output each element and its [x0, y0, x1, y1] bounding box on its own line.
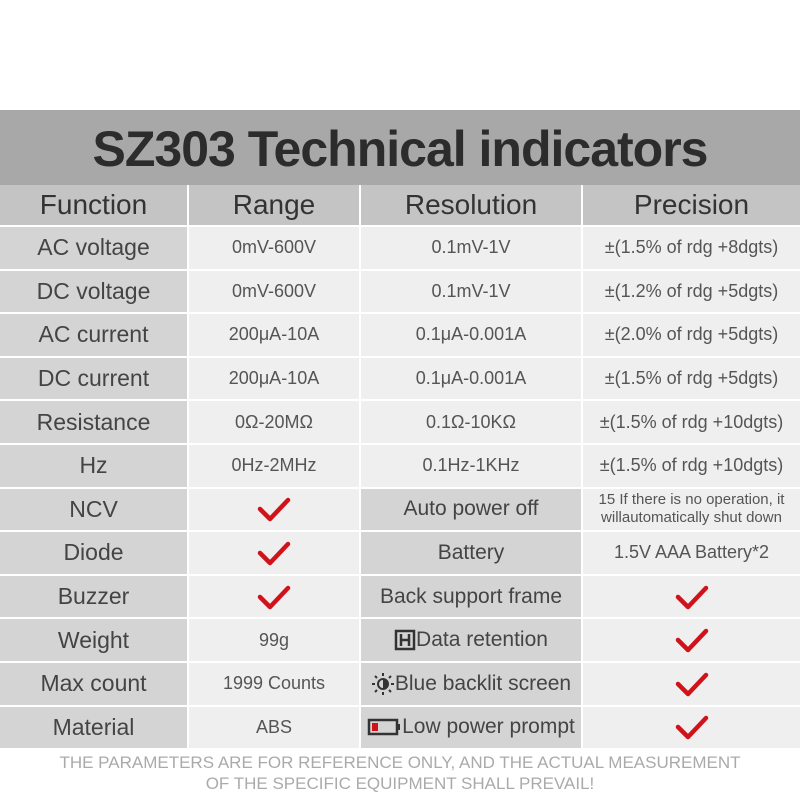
range-cell: 0mV-600V	[189, 270, 359, 313]
footer-line: OF THE SPECIFIC EQUIPMENT SHALL PREVAIL!	[205, 774, 595, 793]
spec-table: Function Range Resolution Precision AC volta…	[0, 185, 800, 749]
function-cell: Max count	[0, 662, 187, 705]
icon	[371, 672, 394, 695]
range-cell: 200μA-10A	[189, 357, 359, 400]
range-text: 0mV-600V	[231, 237, 317, 258]
function-cell: AC voltage	[0, 227, 187, 269]
resolution-text: 0.1Hz-1KHz	[422, 455, 520, 476]
function-cell: Hz	[0, 444, 187, 487]
range-cell: ABS	[189, 706, 359, 749]
resolution-text: Battery	[437, 540, 505, 564]
icon	[675, 672, 708, 696]
range-text: 1999 Counts	[222, 673, 326, 694]
precision-cell: ±(2.0% of rdg +5dgts)	[583, 314, 800, 356]
precision-cell: ±(1.5% of rdg +10dgts)	[583, 444, 800, 487]
function-cell: Diode	[0, 532, 187, 574]
precision-text: willautomatically shut down	[601, 509, 782, 527]
range-text: 0mV-600V	[231, 280, 317, 301]
resolution-cell: Auto power off	[361, 488, 581, 531]
precision-cell	[583, 575, 800, 618]
precision-text: 1.5V AAA Battery*2	[613, 542, 770, 563]
icon	[394, 629, 416, 651]
footer: THE PARAMETERS ARE FOR REFERENCE ONLY, A…	[0, 752, 800, 794]
range-cell: 0Hz-2MHz	[189, 444, 359, 487]
resolution-text: Blue backlit screen	[394, 671, 572, 695]
resolution-cell: 0.1mV-1V	[361, 270, 581, 313]
column-header: Precision	[583, 185, 800, 225]
resolution-cell: Battery	[361, 532, 581, 574]
range-cell: 200μA-10A	[189, 314, 359, 356]
precision-text: 15 If there is no operation, it	[598, 491, 785, 509]
precision-cell	[583, 706, 800, 749]
resolution-text: 0.1mV-1V	[431, 280, 511, 301]
function-cell: Material	[0, 706, 187, 749]
range-text: 200μA-10A	[228, 368, 320, 389]
precision-text: ±(1.5% of rdg +8dgts)	[604, 237, 779, 258]
precision-cell: ±(1.5% of rdg +8dgts)	[583, 227, 800, 269]
title-band	[0, 110, 800, 185]
range-text: 99g	[258, 629, 290, 650]
range-cell: 99g	[189, 619, 359, 661]
range-text: ABS	[255, 716, 293, 737]
resolution-cell: Data retention	[361, 619, 581, 661]
resolution-text: Low power prompt	[402, 715, 575, 739]
precision-cell	[583, 619, 800, 661]
resolution-cell: Blue backlit screen	[361, 662, 581, 705]
precision-cell: ±(1.5% of rdg +5dgts)	[583, 357, 800, 400]
range-text: 200μA-10A	[228, 324, 320, 345]
icon	[367, 719, 401, 736]
resolution-text: 0.1μA-0.001A	[415, 324, 527, 345]
function-cell: NCV	[0, 488, 187, 531]
function-cell: AC current	[0, 314, 187, 356]
icon	[675, 585, 708, 609]
function-cell: Resistance	[0, 401, 187, 443]
title: SZ303 Technical indicators	[92, 121, 709, 177]
icon	[257, 585, 291, 609]
function-cell: DC current	[0, 357, 187, 400]
precision-text: ±(1.2% of rdg +5dgts)	[604, 280, 779, 301]
range-text: 0Ω-20MΩ	[235, 411, 313, 432]
precision-cell	[583, 662, 800, 705]
resolution-text: 0.1mV-1V	[431, 237, 511, 258]
column-header: Range	[189, 185, 359, 225]
icon	[257, 541, 291, 566]
resolution-text: 0.1Ω-10KΩ	[426, 411, 516, 432]
precision-text: ±(1.5% of rdg +10dgts)	[599, 411, 784, 432]
resolution-cell: Back support frame	[361, 575, 581, 618]
range-text: 0Hz-2MHz	[231, 455, 317, 476]
function-cell: DC voltage	[0, 270, 187, 313]
function-cell: Buzzer	[0, 575, 187, 618]
precision-text: ±(1.5% of rdg +10dgts)	[599, 455, 784, 476]
resolution-cell: 0.1μA-0.001A	[361, 357, 581, 400]
footer-line: THE PARAMETERS ARE FOR REFERENCE ONLY, A…	[59, 753, 741, 772]
precision-text: ±(2.0% of rdg +5dgts)	[604, 324, 779, 345]
resolution-text: Data retention	[416, 628, 548, 652]
range-cell: 1999 Counts	[189, 662, 359, 705]
precision-cell: ±(1.2% of rdg +5dgts)	[583, 270, 800, 313]
range-cell	[189, 532, 359, 574]
range-cell	[189, 575, 359, 618]
range-cell	[189, 488, 359, 531]
precision-cell: ±(1.5% of rdg +10dgts)	[583, 401, 800, 443]
function-cell: Weight	[0, 619, 187, 661]
icon	[257, 498, 291, 522]
icon	[675, 628, 708, 653]
icon	[675, 716, 708, 740]
range-cell: 0mV-600V	[189, 227, 359, 269]
precision-cell: 15 If there is no operation, it willautom…	[583, 488, 800, 531]
precision-text: ±(1.5% of rdg +5dgts)	[604, 368, 779, 389]
resolution-cell: 0.1μA-0.001A	[361, 314, 581, 356]
resolution-text: Back support frame	[379, 584, 563, 608]
column-header: Function	[0, 185, 187, 225]
resolution-cell: 0.1mV-1V	[361, 227, 581, 269]
resolution-cell: 0.1Ω-10KΩ	[361, 401, 581, 443]
column-header: Resolution	[361, 185, 581, 225]
precision-cell: 1.5V AAA Battery*2	[583, 532, 800, 574]
resolution-cell: Low power prompt	[361, 706, 581, 749]
range-cell: 0Ω-20MΩ	[189, 401, 359, 443]
resolution-text: 0.1μA-0.001A	[415, 368, 527, 389]
resolution-cell: 0.1Hz-1KHz	[361, 444, 581, 487]
resolution-text: Auto power off	[403, 497, 539, 521]
